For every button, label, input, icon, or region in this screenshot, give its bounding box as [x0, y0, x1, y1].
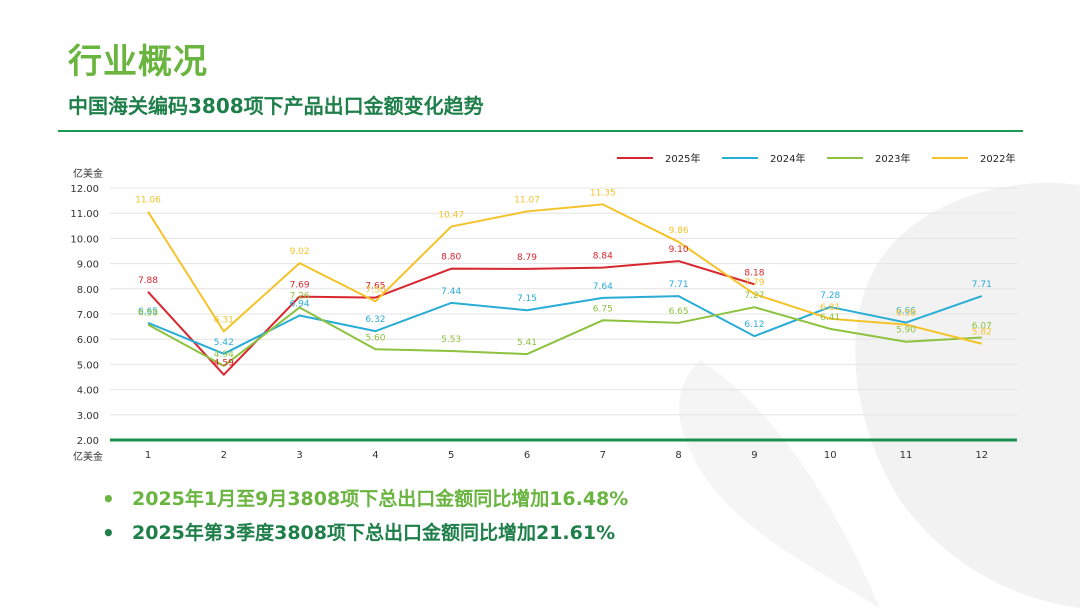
- chart-series: [147, 203, 983, 376]
- data-label: 7.64: [593, 282, 613, 292]
- header-divider: [58, 130, 1023, 132]
- data-label: 6.65: [669, 307, 689, 317]
- data-label: 5.41: [517, 338, 537, 348]
- data-label: 7.65: [365, 282, 385, 292]
- page-subtitle: 中国海关编码3808项下产品出口金额变化趋势: [68, 94, 484, 118]
- data-label: 6.58: [896, 309, 916, 319]
- data-label: 6.12: [744, 320, 764, 330]
- y-tick-label: 2.00: [77, 436, 99, 447]
- data-label: 7.88: [138, 276, 158, 286]
- data-label: 5.60: [365, 333, 385, 343]
- data-label: 6.41: [820, 313, 840, 323]
- x-tick-label: 2: [221, 450, 227, 461]
- data-label: 8.80: [441, 253, 461, 263]
- data-label: 6.66: [896, 307, 916, 317]
- data-label: 4.94: [214, 350, 234, 360]
- y-tick-label: 8.00: [77, 285, 99, 296]
- chart-axes: 2.00 3.00 4.00 5.00 6.00 7.00 8.00 9.00 10.00 11.…: [70, 167, 1017, 463]
- x-axis-label: 亿美金: [73, 450, 103, 463]
- x-tick-label: 4: [372, 450, 378, 461]
- x-tick-label: 1: [145, 450, 151, 461]
- y-tick-label: 11.00: [70, 209, 99, 220]
- x-tick-label: 11: [900, 450, 913, 461]
- y-tick-label: 5.00: [77, 360, 99, 371]
- series-line-2023年: [147, 306, 982, 367]
- data-label: 11.06: [135, 196, 161, 206]
- chart-data-labels: 7.88 4.59 7.69 7.65 8.80 8.79 8.84 9.10 8.18 6.65…: [135, 188, 992, 368]
- y-tick-label: 4.00: [77, 386, 99, 397]
- bullet-marker: •: [102, 521, 115, 545]
- x-tick-label: 5: [448, 450, 454, 461]
- data-label: 6.65: [138, 307, 158, 317]
- chart-legend: 2025年 2024年 2023年 2022年: [617, 152, 1015, 165]
- data-label: 5.90: [896, 326, 916, 336]
- bullet-marker: •: [102, 487, 115, 511]
- chart-grid: [110, 187, 1017, 416]
- data-label: 6.75: [593, 304, 613, 314]
- data-label: 7.69: [290, 281, 310, 291]
- data-label: 7.15: [517, 294, 537, 304]
- summary-bullet-text: 2025年第3季度3808项下总出口金额同比增加21.61%: [132, 522, 616, 544]
- y-tick-label: 10.00: [70, 234, 99, 245]
- data-label: 7.79: [744, 278, 764, 288]
- data-label: 7.71: [669, 280, 689, 290]
- data-label: 7.27: [744, 291, 764, 301]
- data-label: 8.79: [517, 253, 537, 263]
- data-label: 6.58: [138, 309, 158, 319]
- data-label: 7.28: [820, 291, 840, 301]
- data-label: 7.71: [972, 280, 992, 290]
- data-label: 7.44: [441, 287, 461, 297]
- data-label: 6.81: [820, 303, 840, 313]
- legend-label: 2022年: [980, 152, 1015, 165]
- data-label: 6.07: [972, 321, 992, 331]
- summary-bullet-text: 2025年1月至9月3808项下总出口金额同比增加16.48%: [132, 488, 629, 510]
- summary-bullet-2: • 2025年第3季度3808项下总出口金额同比增加21.61%: [100, 520, 628, 546]
- series-line-2025年: [147, 260, 755, 376]
- data-label: 9.10: [669, 245, 689, 255]
- legend-label: 2023年: [875, 152, 910, 165]
- summary-bullet-1: • 2025年1月至9月3808项下总出口金额同比增加16.48%: [100, 486, 628, 512]
- x-tick-label: 9: [751, 450, 757, 461]
- data-label: 5.53: [441, 335, 461, 345]
- x-tick-label: 7: [600, 450, 606, 461]
- series-line-2022年: [147, 203, 983, 345]
- y-tick-label: 7.00: [77, 310, 99, 321]
- y-axis-label: 亿美金: [73, 167, 103, 180]
- y-tick-label: 3.00: [77, 411, 99, 422]
- data-label: 5.82: [972, 328, 992, 338]
- x-tick-label: 3: [296, 450, 302, 461]
- data-label: 11.07: [514, 195, 540, 205]
- y-tick-label: 9.00: [77, 260, 99, 271]
- data-label: 6.31: [214, 315, 234, 325]
- data-label: 5.42: [214, 338, 234, 348]
- data-label: 6.32: [365, 315, 385, 325]
- summary-bullets: • 2025年1月至9月3808项下总出口金额同比增加16.48% • 2025…: [100, 486, 628, 554]
- data-label: 7.50: [365, 285, 385, 295]
- y-tick-label: 12.00: [70, 184, 99, 195]
- data-label: 11.35: [590, 188, 616, 198]
- y-tick-label: 6.00: [77, 335, 99, 346]
- data-label: 8.84: [593, 252, 613, 262]
- legend-label: 2024年: [770, 152, 805, 165]
- legend-label: 2025年: [665, 152, 700, 165]
- data-label: 8.18: [744, 268, 764, 278]
- x-tick-label: 12: [975, 450, 988, 461]
- data-label: 10.47: [438, 211, 464, 221]
- x-tick-label: 10: [824, 450, 837, 461]
- series-line-2024年: [147, 295, 983, 355]
- x-tick-label: 8: [675, 450, 681, 461]
- data-label: 4.59: [214, 359, 234, 369]
- data-label: 7.26: [290, 291, 310, 301]
- data-label: 6.94: [290, 300, 310, 310]
- data-label: 9.86: [669, 226, 689, 236]
- page-title: 行业概况: [68, 42, 208, 82]
- data-label: 9.02: [290, 247, 310, 257]
- x-tick-label: 6: [524, 450, 530, 461]
